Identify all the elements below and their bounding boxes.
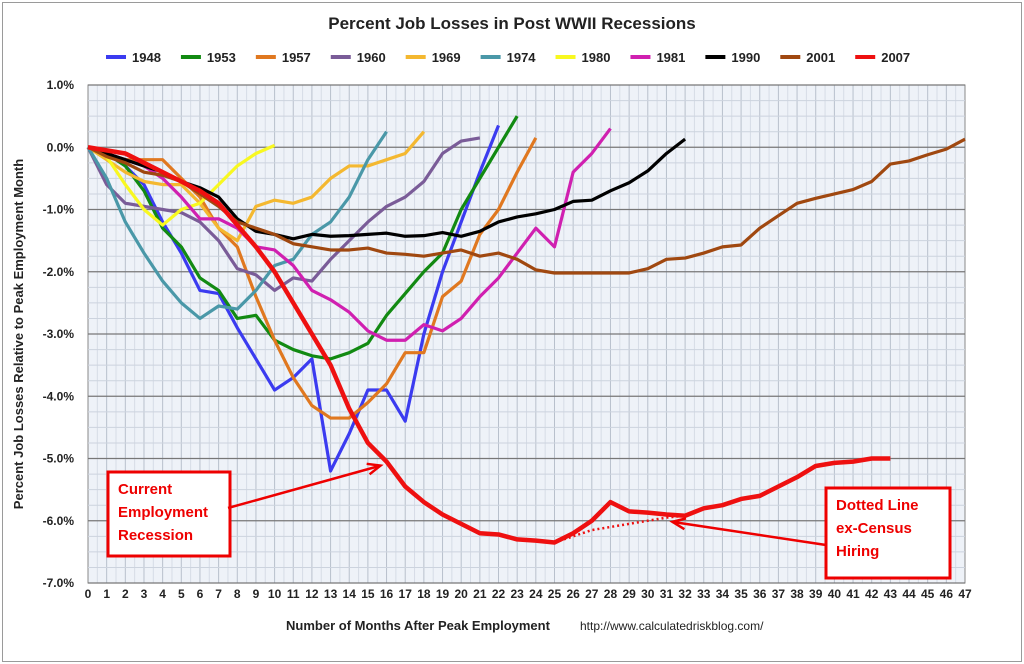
legend-label: 1948 <box>132 50 161 65</box>
x-tick-label: 20 <box>455 587 469 601</box>
legend-label: 1957 <box>282 50 311 65</box>
x-tick-label: 9 <box>253 587 260 601</box>
annotation-text: Employment <box>118 504 208 521</box>
x-tick-label: 16 <box>380 587 394 601</box>
annotation-text: Current <box>118 481 172 498</box>
x-tick-label: 24 <box>529 587 543 601</box>
x-tick-label: 13 <box>324 587 338 601</box>
annotation-arrow <box>227 464 381 510</box>
x-tick-label: 46 <box>940 587 954 601</box>
x-tick-label: 26 <box>566 587 580 601</box>
series-lines <box>86 115 966 545</box>
series-line-1974 <box>86 130 388 321</box>
x-tick-label: 5 <box>178 587 185 601</box>
legend-label: 1974 <box>507 50 537 65</box>
legend-label: 1981 <box>656 50 685 65</box>
y-tick-label: -7.0% <box>43 576 75 590</box>
legend-label: 1953 <box>207 50 236 65</box>
x-tick-label: 29 <box>622 587 636 601</box>
annotation-box <box>824 486 952 580</box>
annotations: Current Employment Recession Dotted Line ex-… <box>106 462 952 580</box>
y-tick-label: -3.0% <box>43 327 75 341</box>
y-tick-label: 0.0% <box>47 140 75 154</box>
x-tick-label: 44 <box>902 587 916 601</box>
x-tick-label: 32 <box>678 587 692 601</box>
series-line-1981 <box>87 127 612 342</box>
x-tick-label: 7 <box>215 587 222 601</box>
arrowhead-icon <box>366 462 384 476</box>
legend-label: 2001 <box>806 50 835 65</box>
y-tick-label: -4.0% <box>43 389 75 403</box>
legend-label: 1960 <box>357 50 386 65</box>
x-tick-label: 36 <box>753 587 767 601</box>
x-tick-label: 43 <box>884 587 898 601</box>
legend: 1948 1953 1957 1960 1969 1974 1980 1981 1990 2001… <box>106 50 910 65</box>
x-tick-label: 14 <box>343 587 357 601</box>
legend-label: 1980 <box>582 50 611 65</box>
x-tick-label: 12 <box>305 587 319 601</box>
annotation-text: ex-Census <box>836 520 912 537</box>
x-tick-label: 19 <box>436 587 450 601</box>
x-axis-label: Number of Months After Peak Employment <box>286 618 551 633</box>
x-tick-label: 0 <box>85 587 92 601</box>
x-tick-label: 8 <box>234 587 241 601</box>
x-tick-label: 41 <box>846 587 860 601</box>
dotted-ex-census-line <box>554 514 686 544</box>
annotation-arrow <box>672 520 827 547</box>
series-line-1980 <box>87 143 276 227</box>
x-tick-label: 2 <box>122 587 129 601</box>
x-tick-label: 40 <box>828 587 842 601</box>
y-axis-ticks: 1.0% 0.0% -1.0% -2.0% -3.0% -4.0% -5.0% -6.0% -7… <box>43 78 75 590</box>
x-tick-label: 18 <box>417 587 431 601</box>
x-tick-label: 42 <box>865 587 879 601</box>
arrowhead-icon <box>669 517 687 531</box>
legend-label: 1969 <box>432 50 461 65</box>
y-tick-label: -5.0% <box>43 452 75 466</box>
chart-title: Percent Job Losses in Post WWII Recessio… <box>328 14 696 33</box>
x-tick-label: 45 <box>921 587 935 601</box>
x-tick-label: 10 <box>268 587 282 601</box>
x-tick-label: 11 <box>287 587 300 601</box>
x-tick-label: 39 <box>809 587 823 601</box>
x-axis-ticks: 0 1 2 3 4 5 6 7 8 9 10 11 12 13 14 15 16 17 18 19 20 21 22 23 24… <box>85 587 972 601</box>
series-line-1957 <box>87 137 538 420</box>
x-tick-label: 1 <box>103 587 110 601</box>
y-tick-label: -6.0% <box>43 514 75 528</box>
series-line-2007 <box>87 145 891 545</box>
y-axis-label: Percent Job Losses Relative to Peak Empl… <box>11 159 26 509</box>
y-tick-label: -2.0% <box>43 265 75 279</box>
legend-label: 2007 <box>881 50 910 65</box>
annotation-text: Hiring <box>836 543 879 560</box>
x-tick-label: 15 <box>361 587 375 601</box>
legend-label: 1990 <box>731 50 760 65</box>
y-tick-label: 1.0% <box>47 78 75 92</box>
x-tick-label: 23 <box>510 587 524 601</box>
x-tick-label: 6 <box>197 587 204 601</box>
x-tick-label: 21 <box>473 587 487 601</box>
x-tick-label: 28 <box>604 587 618 601</box>
x-tick-label: 17 <box>399 587 413 601</box>
x-tick-label: 31 <box>660 587 674 601</box>
x-tick-label: 25 <box>548 587 562 601</box>
x-tick-label: 35 <box>734 587 748 601</box>
x-tick-label: 33 <box>697 587 711 601</box>
source-url: http://www.calculatedriskblog.com/ <box>580 619 764 633</box>
x-tick-label: 47 <box>958 587 972 601</box>
x-tick-label: 27 <box>585 587 599 601</box>
x-tick-label: 30 <box>641 587 655 601</box>
x-tick-label: 37 <box>772 587 786 601</box>
x-tick-label: 22 <box>492 587 506 601</box>
y-tick-label: -1.0% <box>43 203 75 217</box>
x-tick-label: 3 <box>141 587 148 601</box>
annotation-text: Dotted Line <box>836 497 919 514</box>
annotation-text: Recession <box>118 527 193 544</box>
series-line-1969 <box>87 130 426 243</box>
x-tick-label: 34 <box>716 587 730 601</box>
annotation-box <box>106 470 232 558</box>
x-tick-label: 38 <box>790 587 804 601</box>
x-tick-label: 4 <box>159 587 166 601</box>
